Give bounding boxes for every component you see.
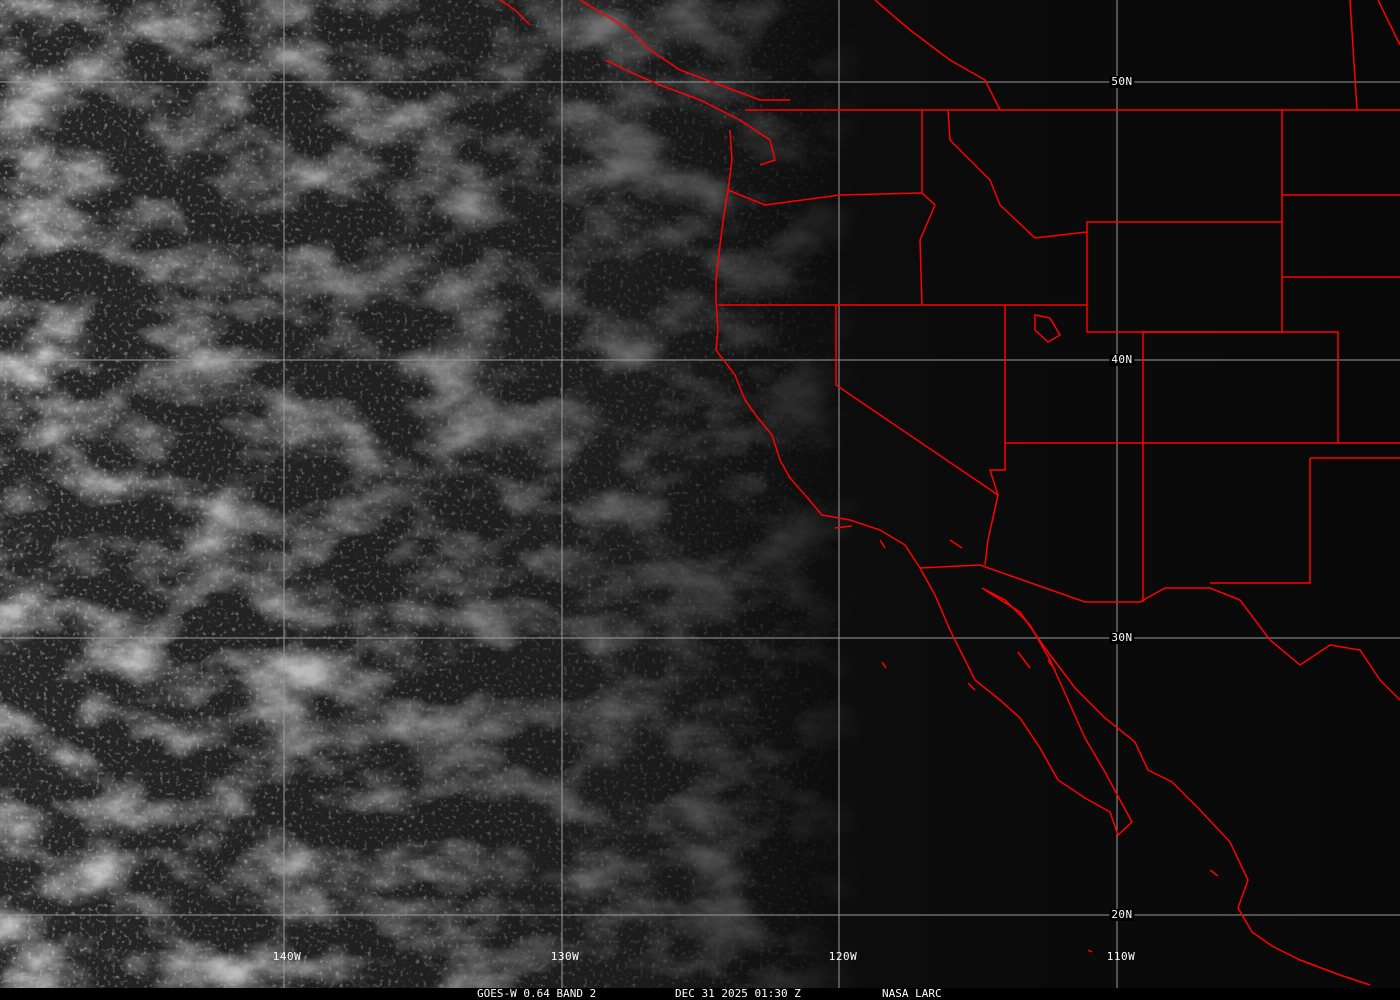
- border-co: [1143, 331, 1400, 444]
- lat-label-40n: 40N: [1109, 353, 1135, 366]
- border-nm-tx: [1210, 457, 1400, 584]
- lat-label-30n: 30N: [1109, 631, 1135, 644]
- lon-label-140w: 140W: [272, 950, 302, 963]
- credit-label: NASA LARC: [882, 987, 942, 1000]
- lon-label-120w: 120W: [828, 950, 858, 963]
- caption-bar: GOES-W 0.64 BAND 2 DEC 31 2025 01:30 Z N…: [0, 988, 1400, 1000]
- coastline-pacific: [715, 129, 921, 569]
- great-salt-lake: [1034, 314, 1062, 343]
- lat-label-50n: 50N: [1109, 75, 1135, 88]
- lon-label-130w: 130W: [550, 950, 580, 963]
- border-canada-provinces: [1349, 0, 1400, 111]
- lon-label-110w: 110W: [1106, 950, 1136, 963]
- border-nv-ut-az: [988, 305, 1338, 602]
- border-id-mt: [947, 109, 1088, 239]
- border-mt-east: [1281, 110, 1400, 278]
- coastline-baja-west: [919, 567, 1133, 837]
- lat-label-20n: 20N: [1109, 908, 1135, 921]
- coastline-mexico: [984, 589, 1371, 986]
- border-us-mexico: [919, 564, 1400, 701]
- islands: [834, 525, 1219, 953]
- datetime-label: DEC 31 2025 01:30 Z: [675, 987, 801, 1000]
- product-label: GOES-W 0.64 BAND 2: [477, 987, 597, 1000]
- political-boundaries: [499, 0, 1400, 986]
- coastline-bc: [499, 0, 1001, 166]
